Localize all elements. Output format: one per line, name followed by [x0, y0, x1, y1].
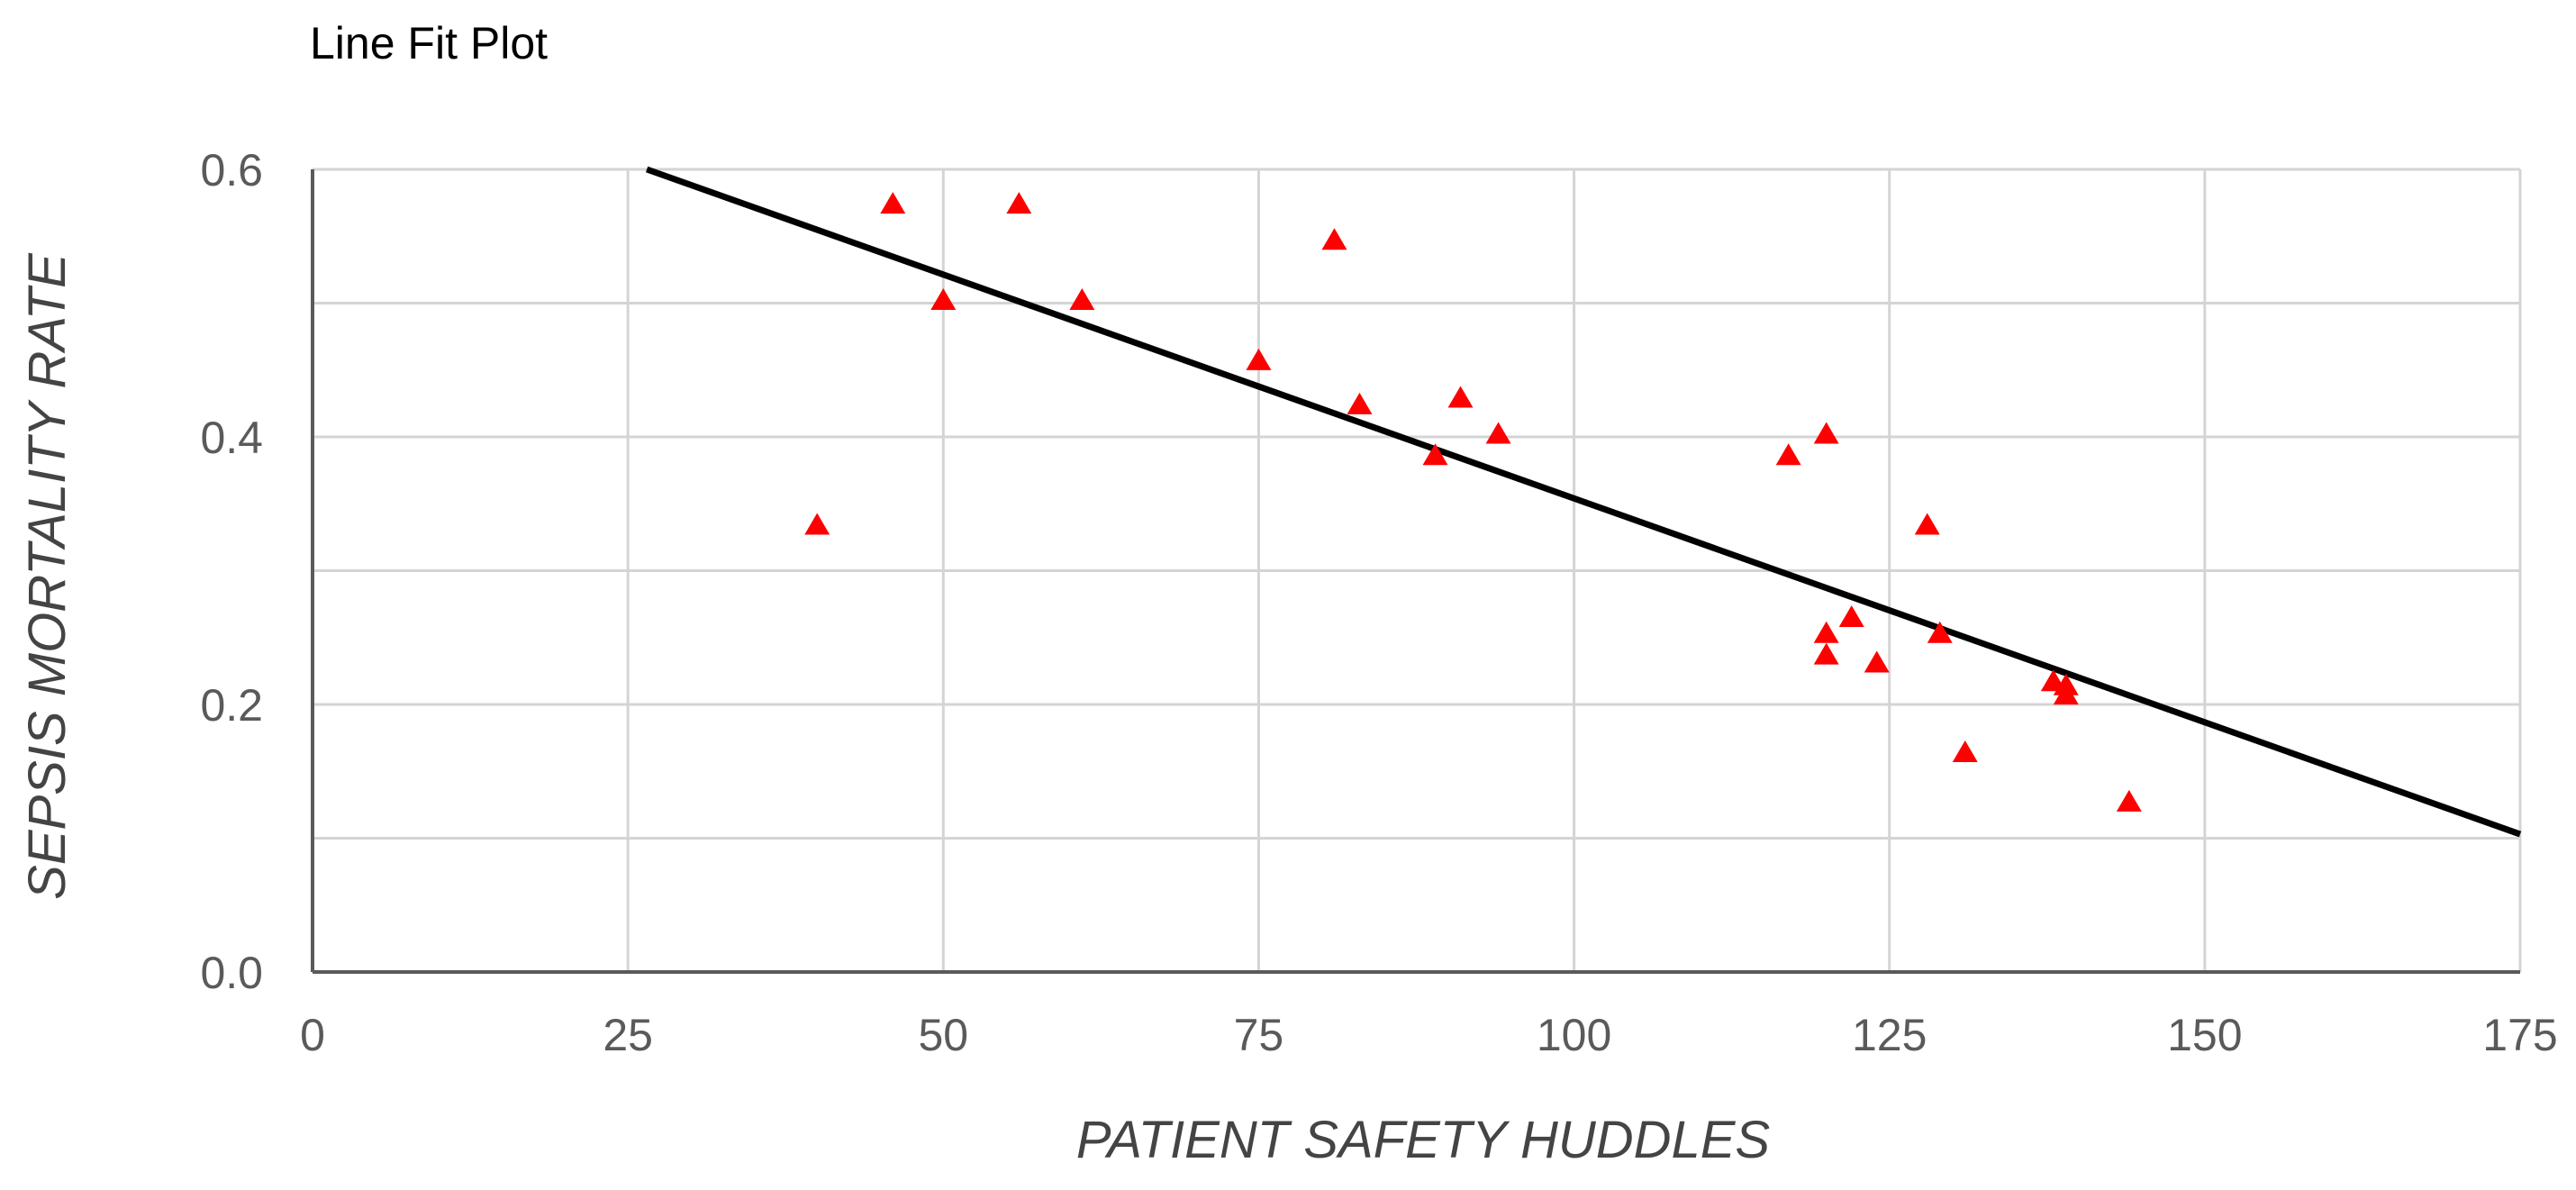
data-point: [1813, 422, 1839, 444]
x-tick-label: 175: [2482, 1010, 2557, 1060]
x-tick-label: 100: [1537, 1010, 1611, 1060]
fit-line-layer: [645, 166, 2522, 838]
data-point: [930, 288, 957, 311]
data-point: [2116, 789, 2142, 812]
data-point: [1927, 621, 1953, 643]
gridlines: [313, 168, 2522, 972]
y-tick-label: 0.2: [200, 680, 263, 731]
data-point: [1914, 513, 1940, 535]
y-tick-label: 0.4: [200, 413, 263, 463]
data-point: [1069, 288, 1095, 311]
x-tick-label: 50: [918, 1010, 968, 1060]
chart-title: Line Fit Plot: [310, 18, 548, 68]
x-axis-label: PATIENT SAFETY HUDDLES: [1076, 1111, 1771, 1169]
x-tick-label: 125: [1852, 1010, 1927, 1060]
y-tick-label: 0.6: [200, 145, 263, 195]
data-point: [1246, 348, 1272, 370]
data-point: [2053, 673, 2079, 695]
y-axis-label: SEPSIS MORTALITY RATE: [18, 252, 77, 900]
data-point: [1347, 392, 1373, 414]
data-point: [1422, 443, 1448, 466]
y-tick-labels: 0.0 0.2 0.4 0.6: [200, 145, 263, 998]
data-point: [1838, 604, 1864, 627]
fit-line: [645, 166, 2522, 838]
x-tick-label: 0: [300, 1010, 325, 1060]
axes: [311, 169, 2520, 974]
data-point: [1813, 621, 1839, 643]
data-point: [804, 513, 830, 535]
data-point: [1321, 228, 1347, 250]
data-points: [804, 192, 2142, 812]
data-point: [1485, 422, 1511, 444]
y-tick-label: 0.0: [200, 948, 263, 998]
data-point: [1775, 443, 1801, 466]
x-tick-labels: 0 25 50 75 100 125 150 175: [300, 1010, 2558, 1060]
data-point: [1952, 740, 1978, 762]
data-point: [1006, 192, 1032, 214]
data-point: [880, 192, 906, 214]
data-point: [1813, 642, 1839, 665]
x-tick-label: 75: [1234, 1010, 1284, 1060]
data-point: [1447, 386, 1474, 408]
data-point: [1864, 650, 1890, 673]
x-tick-label: 25: [603, 1010, 653, 1060]
x-tick-label: 150: [2167, 1010, 2242, 1060]
